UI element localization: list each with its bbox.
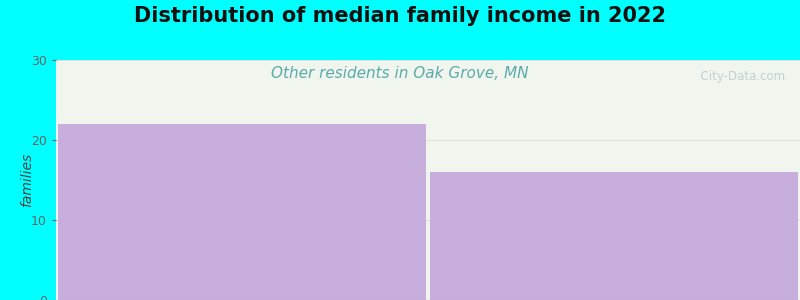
- Y-axis label: families: families: [20, 153, 34, 207]
- Text: Other residents in Oak Grove, MN: Other residents in Oak Grove, MN: [271, 66, 529, 81]
- Text: Distribution of median family income in 2022: Distribution of median family income in …: [134, 6, 666, 26]
- Bar: [430, 172, 798, 300]
- Text: City-Data.com: City-Data.com: [693, 70, 785, 83]
- Bar: [58, 124, 426, 300]
